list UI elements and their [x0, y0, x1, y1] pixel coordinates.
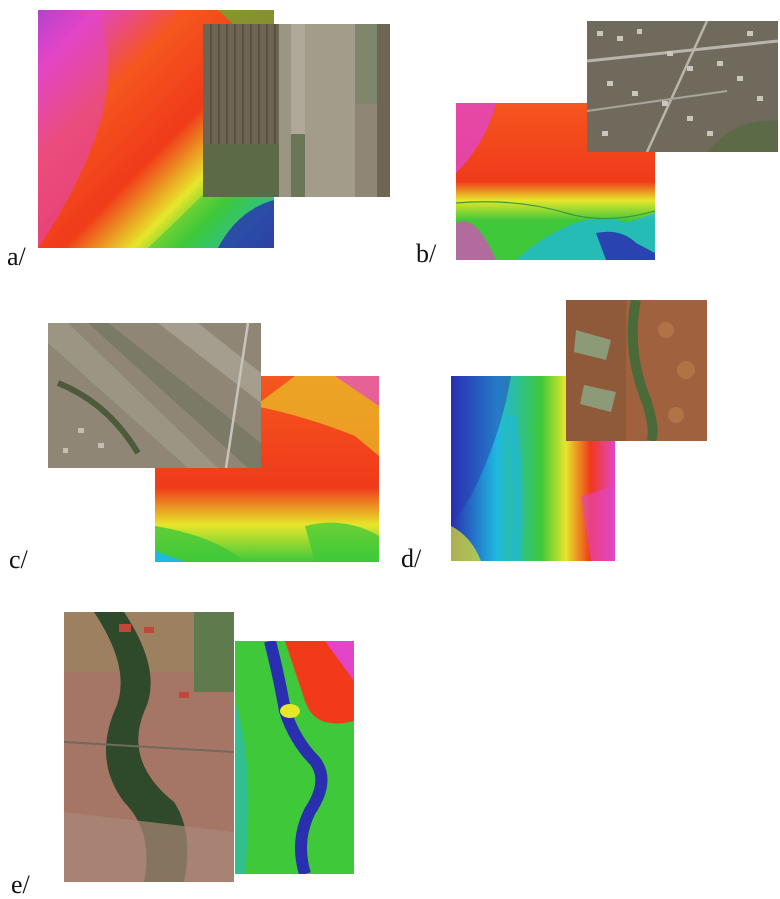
panel-c-aerial-photo — [48, 323, 261, 468]
panel-label-d: d/ — [401, 544, 422, 573]
panel-d-aerial-photo — [566, 300, 707, 441]
panel-label-a: a/ — [7, 242, 26, 271]
panel-label-b: b/ — [416, 239, 437, 268]
panel-a-aerial-photo — [203, 24, 390, 197]
panel-b-aerial-photo — [587, 21, 778, 152]
panel-e-dem — [235, 641, 354, 874]
panel-label-e: e/ — [11, 870, 30, 899]
panel-label-c: c/ — [9, 545, 28, 574]
panel-e-aerial-photo — [64, 612, 234, 882]
